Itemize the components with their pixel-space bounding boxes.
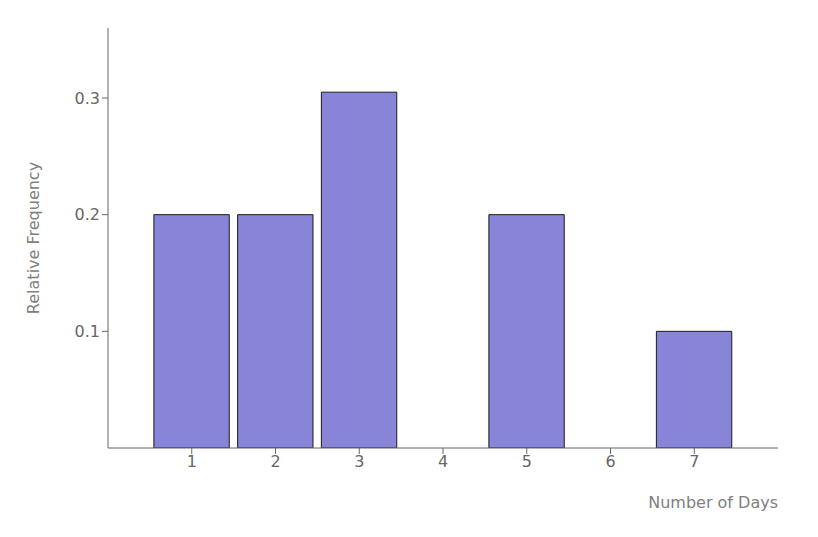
svg-text:5: 5 (522, 452, 532, 471)
svg-text:6: 6 (605, 452, 615, 471)
svg-text:0.1: 0.1 (75, 322, 100, 341)
svg-text:4: 4 (438, 452, 448, 471)
svg-text:3: 3 (354, 452, 364, 471)
svg-text:Relative Frequency: Relative Frequency (24, 162, 43, 314)
svg-text:0.3: 0.3 (75, 89, 100, 108)
svg-text:7: 7 (689, 452, 699, 471)
svg-text:0.2: 0.2 (75, 205, 100, 224)
svg-text:Number of Days: Number of Days (648, 493, 778, 512)
svg-text:1: 1 (187, 452, 197, 471)
svg-text:2: 2 (270, 452, 280, 471)
